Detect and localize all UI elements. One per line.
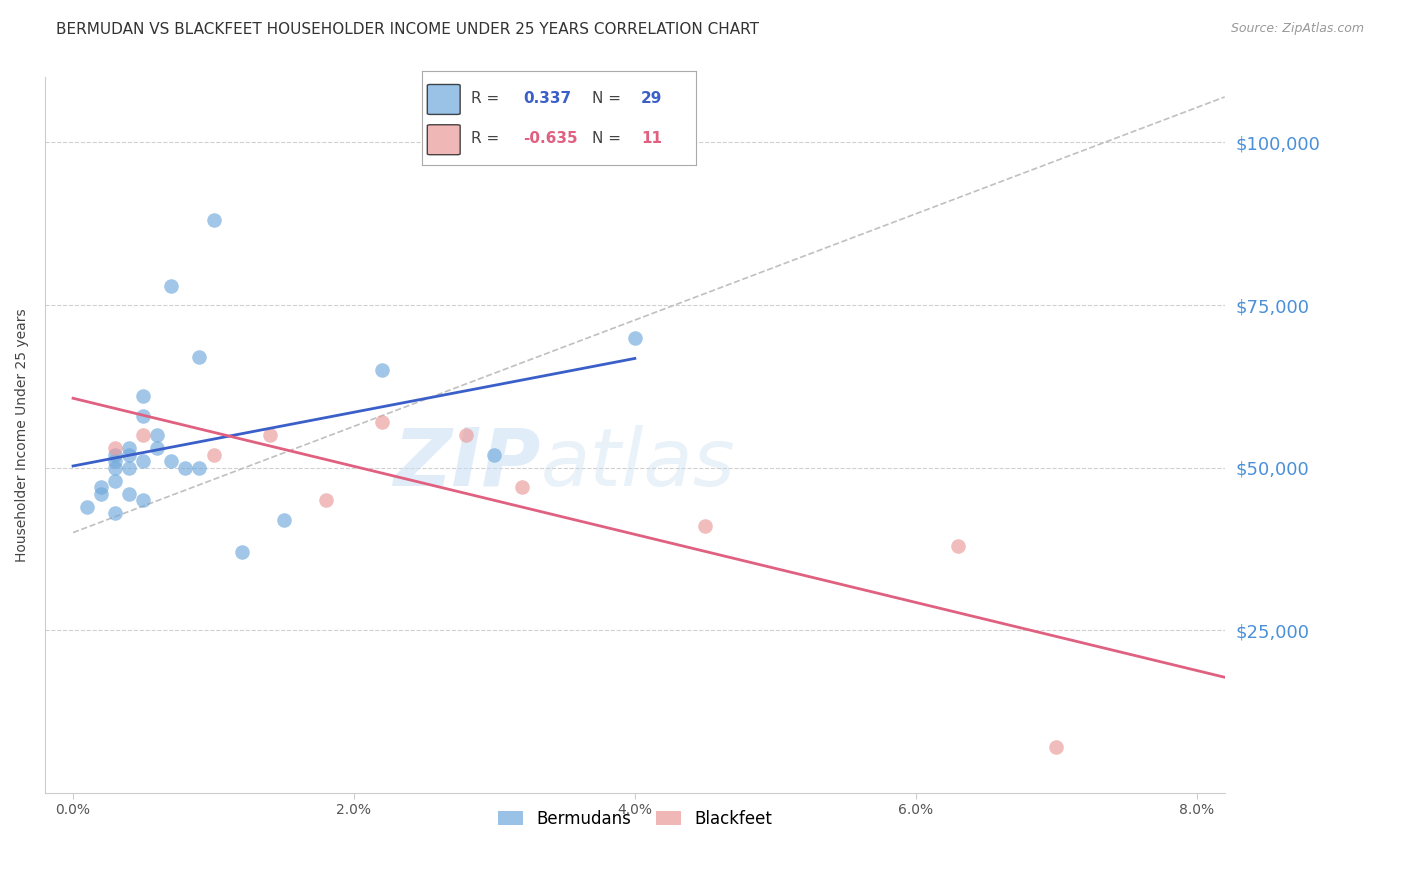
Point (118, 448, 141, 462)
Point (132, 428, 155, 442)
FancyBboxPatch shape (427, 125, 460, 154)
Y-axis label: Householder Income Under 25 years: Householder Income Under 25 years (15, 309, 30, 562)
Point (231, 545, 253, 559)
Point (259, 428, 281, 442)
Point (188, 350, 211, 364)
Point (160, 278, 183, 293)
Point (315, 493, 337, 508)
Point (76, 500, 98, 514)
Text: 29: 29 (641, 91, 662, 106)
Point (132, 409, 155, 423)
Point (104, 448, 127, 462)
Text: ZIP: ZIP (394, 425, 540, 503)
Point (202, 448, 225, 462)
Text: 0.337: 0.337 (523, 91, 571, 106)
Point (146, 441, 169, 455)
Point (146, 428, 169, 442)
Point (104, 460, 127, 475)
Point (104, 474, 127, 488)
Point (132, 493, 155, 508)
Text: 11: 11 (641, 131, 662, 146)
Point (174, 460, 197, 475)
Text: R =: R = (471, 91, 505, 106)
Point (188, 460, 211, 475)
Point (273, 512, 295, 526)
Point (160, 454, 183, 468)
Point (512, 480, 534, 494)
Text: -0.635: -0.635 (523, 131, 578, 146)
Point (132, 389, 155, 403)
Text: R =: R = (471, 131, 505, 146)
Text: BERMUDAN VS BLACKFEET HOUSEHOLDER INCOME UNDER 25 YEARS CORRELATION CHART: BERMUDAN VS BLACKFEET HOUSEHOLDER INCOME… (56, 22, 759, 37)
Text: N =: N = (592, 91, 626, 106)
FancyBboxPatch shape (427, 85, 460, 114)
Point (484, 448, 506, 462)
Point (104, 441, 127, 455)
Text: N =: N = (592, 131, 626, 146)
Point (90, 480, 112, 494)
Point (456, 428, 478, 442)
Text: Source: ZipAtlas.com: Source: ZipAtlas.com (1230, 22, 1364, 36)
Point (946, 539, 969, 553)
Point (90, 486, 112, 500)
Point (371, 363, 394, 377)
Legend: Bermudans, Blackfeet: Bermudans, Blackfeet (491, 803, 779, 834)
Point (132, 454, 155, 468)
Point (118, 460, 141, 475)
Point (624, 330, 647, 344)
Point (104, 506, 127, 520)
Point (118, 441, 141, 455)
Point (202, 213, 225, 227)
Point (1045, 740, 1067, 755)
Point (371, 415, 394, 429)
Point (693, 519, 716, 533)
Point (104, 454, 127, 468)
Text: atlas: atlas (540, 425, 735, 503)
Point (118, 486, 141, 500)
